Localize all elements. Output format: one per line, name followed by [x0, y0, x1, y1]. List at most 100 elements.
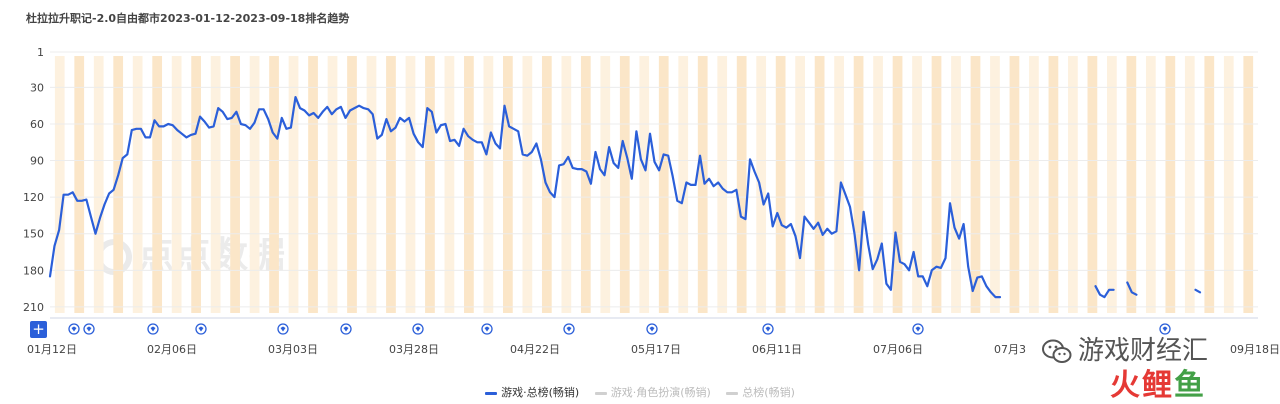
- bg-stripe: [951, 56, 961, 313]
- bg-stripe: [444, 56, 455, 313]
- x-tick-label: 09月18日: [1230, 343, 1280, 356]
- brand-part-1: 火: [1110, 368, 1142, 403]
- bg-stripe: [756, 56, 767, 313]
- x-tick-label: 05月17日: [631, 343, 681, 356]
- diamond-icon: [1159, 323, 1171, 335]
- bg-stripe: [522, 56, 533, 313]
- bg-stripe: [717, 56, 728, 313]
- diamond-icon: [277, 323, 289, 335]
- bg-stripe: [327, 56, 338, 313]
- bg-stripe: [152, 56, 163, 313]
- x-tick-label: 02月06日: [147, 343, 197, 356]
- marker-diamond: [198, 326, 204, 332]
- bg-stripe: [132, 56, 143, 313]
- bg-stripe: [736, 56, 747, 313]
- bg-stripe: [1126, 56, 1137, 313]
- y-tick-label: 120: [23, 191, 44, 204]
- bg-stripe: [230, 56, 240, 313]
- bg-stripe: [561, 56, 572, 313]
- y-tick-label: 210: [23, 301, 44, 314]
- bg-stripe: [678, 56, 689, 313]
- bg-stripe: [814, 56, 825, 313]
- bg-stripe: [386, 56, 396, 313]
- diamond-icon: [646, 323, 658, 335]
- bg-stripe: [366, 56, 377, 313]
- x-tick-label: 03月28日: [389, 343, 439, 356]
- legend-swatch-1: [594, 391, 607, 395]
- legend-item-1[interactable]: 游戏·角色扮演(畅销): [594, 384, 711, 400]
- bg-stripe: [425, 56, 435, 313]
- y-tick-label: 150: [23, 228, 44, 241]
- series-line-0: [48, 96, 1202, 299]
- bg-stripe: [171, 56, 182, 313]
- marker-diamond: [649, 326, 655, 332]
- bg-stripe: [1048, 56, 1059, 313]
- legend-swatch-0: [485, 391, 498, 395]
- bg-stripe: [249, 56, 260, 313]
- diamond-icon: [912, 323, 924, 335]
- brand-logo: 火鲤鱼: [1110, 360, 1206, 404]
- brand-part-2: 鲤: [1142, 368, 1174, 403]
- chart-title: 杜拉拉升职记-2.0自由都市2023-01-12-2023-09-18排名趋势: [26, 12, 350, 25]
- bg-stripe: [1223, 56, 1234, 313]
- wechat-icon: [1042, 339, 1072, 363]
- x-tick-label: 06月11日: [752, 343, 802, 356]
- diamond-icon: [762, 323, 774, 335]
- marker-diamond: [343, 326, 349, 332]
- bg-stripe: [873, 56, 883, 313]
- bg-stripe: [483, 56, 494, 313]
- bg-stripe: [619, 56, 630, 313]
- legend-item-2[interactable]: 总榜(畅销): [726, 384, 795, 400]
- x-tick-label: 07月06日: [873, 343, 923, 356]
- y-tick-label: 1: [37, 46, 44, 59]
- wechat-text: 游戏财经汇: [1078, 336, 1209, 366]
- diamond-icon: [412, 323, 424, 335]
- x-tick-label: 03月03日: [268, 343, 318, 356]
- bg-stripe: [990, 56, 1000, 313]
- add-button[interactable]: +: [30, 321, 47, 338]
- diamond-icon: [68, 323, 80, 335]
- bg-stripe: [54, 56, 65, 313]
- legend-label-0: 游戏·总榜(畅销): [501, 386, 580, 399]
- bg-stripe: [405, 56, 416, 313]
- diamond-icon: [83, 323, 95, 335]
- bg-stripe: [93, 56, 104, 313]
- bg-stripe: [853, 56, 864, 313]
- y-tick-label: 90: [30, 155, 44, 168]
- bg-stripe: [639, 56, 650, 313]
- bg-stripe: [1184, 56, 1195, 313]
- bg-stripe: [1165, 56, 1176, 313]
- diamond-icon: [195, 323, 207, 335]
- marker-diamond: [86, 326, 92, 332]
- bg-stripe: [834, 56, 844, 313]
- marker-diamond: [915, 326, 921, 332]
- bg-stripe: [1009, 56, 1020, 313]
- diamond-icon: [563, 323, 575, 335]
- bg-stripe: [970, 56, 981, 313]
- diamond-icon: [481, 323, 493, 335]
- x-tick-label: 01月12日: [27, 343, 77, 356]
- legend-item-0[interactable]: 游戏·总榜(畅销): [485, 384, 579, 400]
- marker-diamond: [765, 326, 771, 332]
- y-tick-label: 30: [30, 81, 44, 94]
- marker-diamond: [280, 326, 286, 332]
- legend-swatch-2: [726, 391, 739, 395]
- bg-stripe: [1029, 56, 1039, 313]
- bg-stripe: [347, 56, 357, 313]
- marker-diamond: [1162, 326, 1168, 332]
- marker-diamond: [71, 326, 77, 332]
- bg-stripe: [931, 56, 942, 313]
- bg-stripe: [288, 56, 299, 313]
- bg-stripe: [1087, 56, 1098, 313]
- bg-stripe: [795, 56, 805, 313]
- bg-stripe: [1145, 56, 1156, 313]
- bg-stripe: [580, 56, 591, 313]
- bg-stripe: [775, 56, 786, 313]
- bg-stripe: [503, 56, 513, 313]
- brand-part-3: 鱼: [1174, 368, 1206, 403]
- bg-stripe: [210, 56, 221, 313]
- bg-stripe: [1068, 56, 1078, 313]
- y-tick-label: 60: [30, 118, 44, 131]
- bg-stripe: [74, 56, 85, 313]
- diamond-icon: [340, 323, 352, 335]
